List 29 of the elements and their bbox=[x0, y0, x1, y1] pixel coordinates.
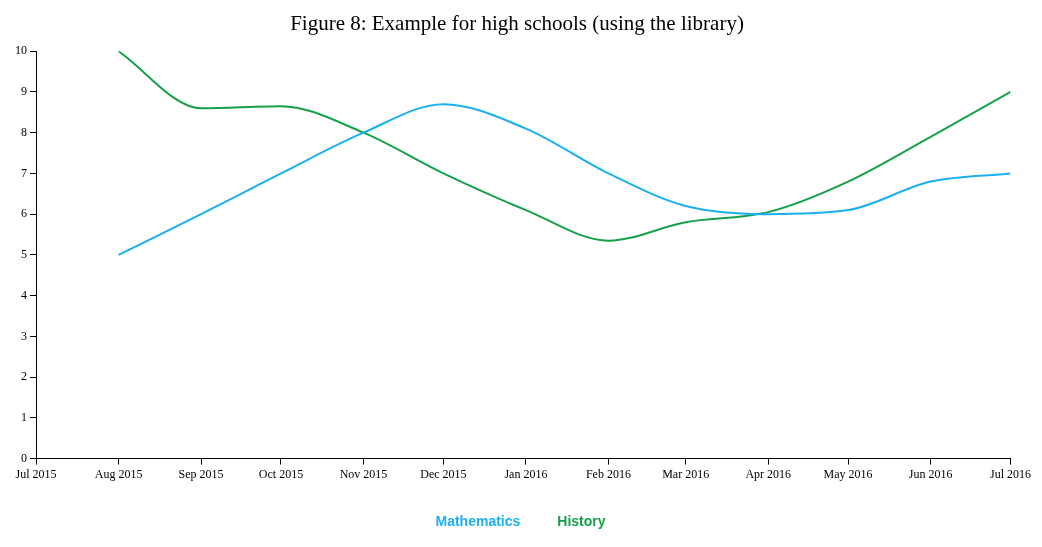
x-tick-label: Feb 2016 bbox=[585, 466, 631, 481]
y-tick-label: 8 bbox=[21, 124, 27, 139]
y-tick-label: 0 bbox=[21, 450, 27, 465]
x-tick-label: Jul 2015 bbox=[15, 466, 57, 481]
x-tick-label: Mar 2016 bbox=[662, 466, 710, 481]
text: Mathematics bbox=[435, 512, 521, 529]
y-tick-label: 5 bbox=[21, 247, 27, 262]
x-tick-label: May 2016 bbox=[823, 466, 873, 481]
x-tick-label: Sep 2015 bbox=[178, 466, 224, 481]
y-tick-label: 9 bbox=[21, 84, 27, 99]
line-series bbox=[117, 51, 1011, 242]
y-tick-label: 3 bbox=[21, 328, 27, 343]
x-tick-label: Jan 2016 bbox=[504, 466, 548, 481]
x-tick-label: Aug 2015 bbox=[94, 466, 143, 481]
x-tick-label: Jun 2016 bbox=[908, 466, 953, 481]
x-tick-label: Apr 2016 bbox=[745, 466, 792, 481]
line-series bbox=[117, 103, 1011, 256]
x-tick-label: Nov 2015 bbox=[339, 466, 388, 481]
text: History bbox=[557, 512, 606, 529]
y-tick-label: 7 bbox=[21, 165, 27, 180]
y-tick-label: 4 bbox=[21, 287, 27, 302]
y-tick-label: 6 bbox=[21, 206, 27, 221]
y-tick-label: 1 bbox=[21, 410, 27, 425]
x-tick-label: Jul 2016 bbox=[989, 466, 1032, 481]
y-tick-label: 2 bbox=[21, 369, 27, 384]
y-tick-label: 10 bbox=[15, 43, 27, 58]
x-tick-label: Oct 2015 bbox=[258, 466, 304, 481]
x-tick-label: Dec 2015 bbox=[420, 466, 467, 481]
chart-title: Figure 8: Example for high schools (using the library) bbox=[290, 11, 744, 36]
